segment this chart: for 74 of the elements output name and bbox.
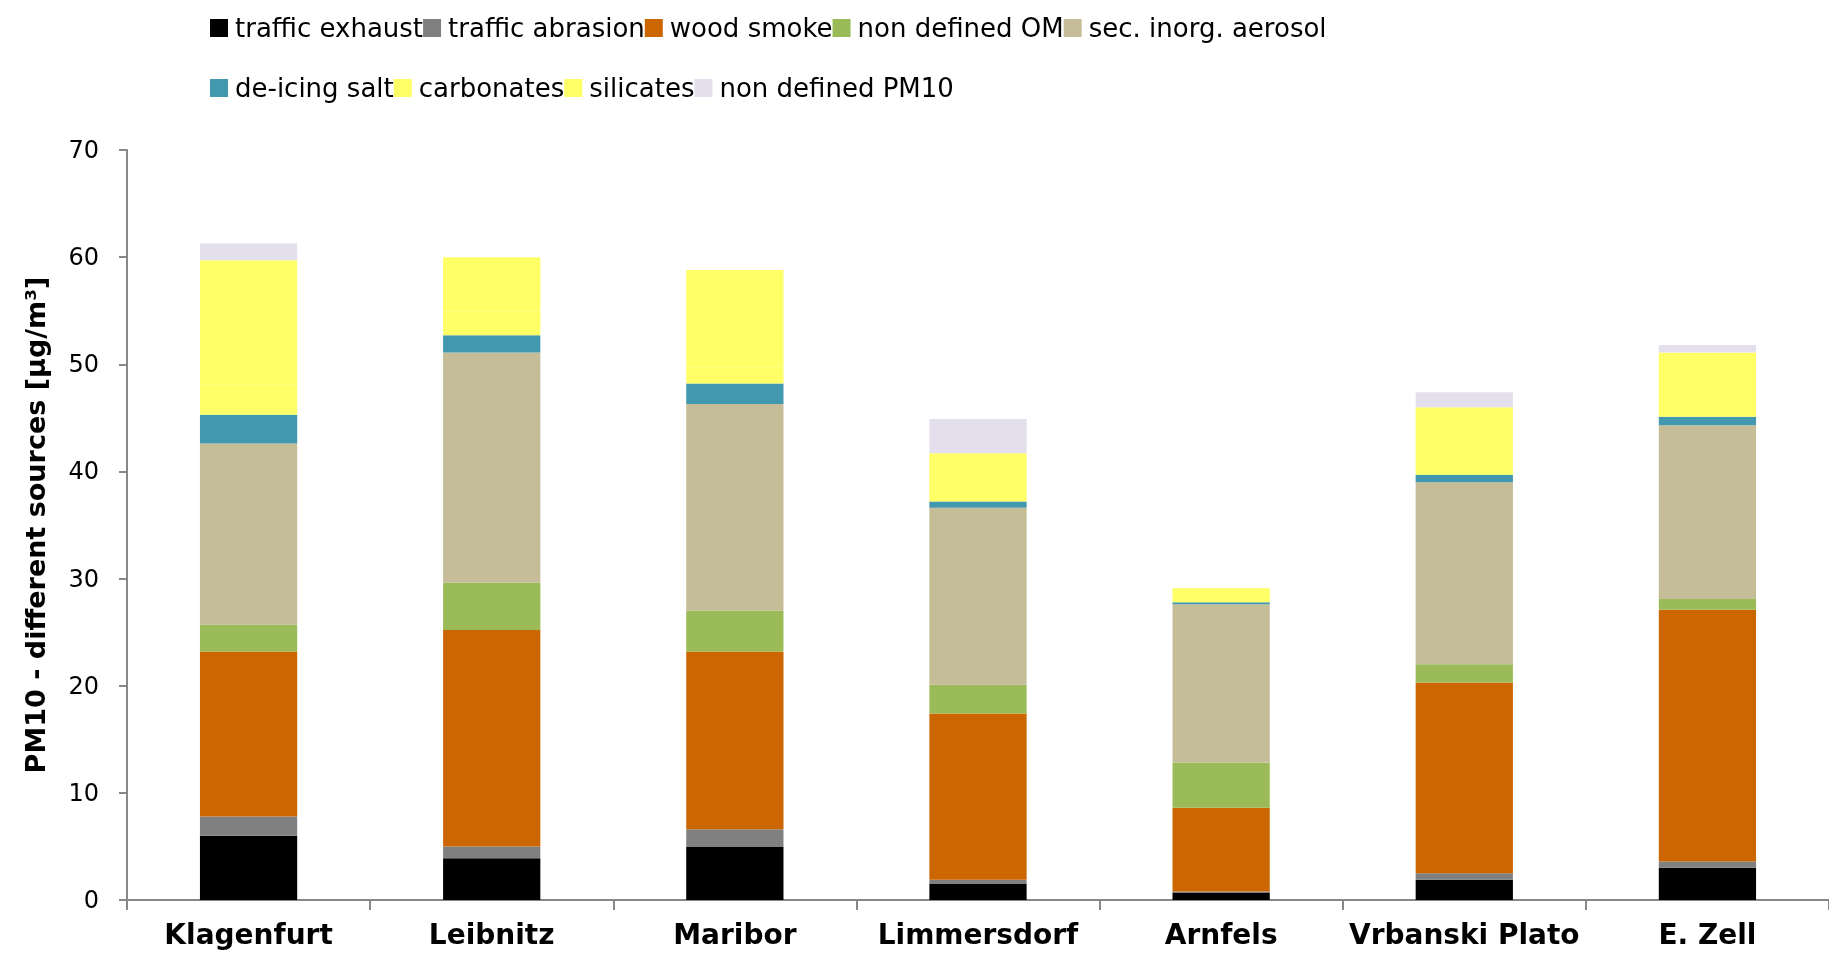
bar: [1415, 873, 1513, 880]
y-tick-label: 40: [68, 457, 99, 486]
bar: [1658, 861, 1757, 868]
y-tick-label: 50: [68, 350, 99, 379]
x-tick-label: Limmersdorf: [877, 917, 1080, 951]
legend-label: non defined PM10: [719, 73, 954, 103]
bar: [686, 829, 784, 847]
bar: [1658, 425, 1757, 599]
bar: [1172, 892, 1270, 900]
bar: [1658, 352, 1757, 417]
bar: [199, 414, 298, 444]
legend-label: carbonates: [418, 73, 565, 103]
x-tick-label: Maribor: [673, 917, 797, 951]
bar: [686, 651, 784, 830]
bar: [1415, 392, 1513, 408]
bar: [1172, 604, 1270, 763]
bar: [1415, 482, 1513, 665]
legend-label: sec. inorg. aerosol: [1088, 13, 1327, 43]
bar: [1172, 602, 1270, 605]
bar: [1658, 867, 1757, 900]
bar: [1658, 598, 1757, 610]
bar: [929, 879, 1027, 884]
bar: [1415, 879, 1513, 900]
bar: [1415, 474, 1513, 483]
bar: [1415, 682, 1513, 874]
y-tick-label: 20: [68, 671, 99, 700]
x-tick-label: Arnfels: [1164, 917, 1278, 951]
bar: [929, 713, 1027, 880]
bar: [199, 651, 298, 817]
bar: [686, 846, 784, 900]
bar: [1415, 407, 1513, 475]
y-tick-label: 30: [68, 564, 99, 593]
bar: [929, 501, 1027, 508]
legend-label: silicates: [589, 73, 695, 103]
legend-label: non defined OM: [857, 13, 1064, 43]
bar: [1172, 762, 1270, 808]
bar: [443, 582, 541, 630]
bar: [199, 624, 298, 652]
bar: [929, 453, 1027, 502]
bar: [443, 858, 541, 900]
bar: [929, 507, 1027, 685]
y-tick-label: 60: [68, 243, 99, 272]
y-tick-label: 70: [68, 136, 99, 164]
legend-label: wood smoke: [669, 13, 833, 43]
bar: [443, 352, 541, 583]
bar: [1658, 416, 1757, 426]
y-axis-title: PM10 - different sources [µg/m³]: [20, 276, 51, 774]
bar: [929, 883, 1027, 900]
bar: [929, 684, 1027, 714]
bar: [686, 383, 784, 404]
x-tick-label: Leibnitz: [428, 917, 555, 951]
y-tick-label: 10: [68, 778, 99, 807]
x-tick-label: Klagenfurt: [164, 917, 333, 951]
bar: [443, 335, 541, 353]
bar: [1172, 588, 1270, 603]
bar: [199, 443, 298, 625]
bar: [686, 610, 784, 652]
x-tick-label: Vrbanski Plato: [1348, 917, 1580, 951]
bar: [929, 418, 1027, 454]
bar: [199, 243, 298, 261]
bar: [199, 835, 298, 900]
bar: [1415, 664, 1513, 683]
legend-label: de-icing salt: [235, 73, 394, 103]
bar: [1172, 807, 1270, 892]
bar: [443, 630, 541, 847]
y-tick-label: 0: [83, 886, 99, 914]
bar: [686, 403, 784, 611]
legend-label: traffic exhaust: [235, 13, 424, 43]
x-tick-label: E. Zell: [1658, 917, 1757, 951]
legend-label: traffic abrasion: [448, 13, 645, 43]
bar: [199, 816, 298, 836]
bar: [1658, 345, 1757, 353]
bar: [1658, 609, 1757, 862]
bar: [443, 846, 541, 859]
